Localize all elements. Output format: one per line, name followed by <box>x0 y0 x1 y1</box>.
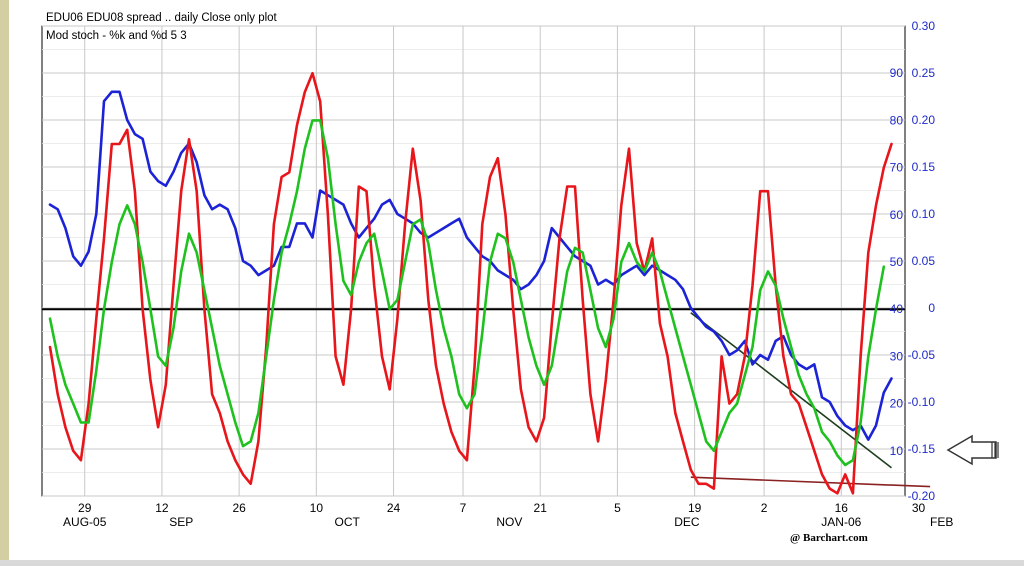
x-tick-label: 24 <box>387 501 401 515</box>
x-month-label: SEP <box>169 515 193 529</box>
x-tick-label: 5 <box>614 501 621 515</box>
x-month-label: AUG-05 <box>63 515 107 529</box>
x-tick-label: 16 <box>835 501 849 515</box>
x-tick-label: 26 <box>232 501 246 515</box>
y-tick-label: 20 <box>890 397 904 411</box>
stoch-axis: 90 80 70 60 50 40 30 20 10 <box>890 66 904 458</box>
y-tick-label: -0.20 <box>908 489 936 503</box>
series-line <box>48 71 893 495</box>
y-tick-label: 0 <box>928 301 935 315</box>
x-tick-label: 12 <box>155 501 169 515</box>
series-layer <box>48 71 893 495</box>
y-tick-label: 40 <box>890 302 904 316</box>
x-tick-label: 21 <box>534 501 548 515</box>
series-line <box>48 119 886 467</box>
x-tick-label: 19 <box>688 501 702 515</box>
y-tick-label: 0.20 <box>912 113 936 127</box>
x-month-label: FEB <box>930 515 953 529</box>
chart-subtitle: Mod stoch - %k and %d 5 3 <box>46 30 187 42</box>
y-tick-label: -0.05 <box>908 348 936 362</box>
y-tick-label: 0.15 <box>912 160 936 174</box>
x-month-label: NOV <box>496 515 522 529</box>
grid <box>42 25 905 497</box>
y-tick-label: 80 <box>890 113 904 127</box>
y-tick-label: 50 <box>890 255 904 269</box>
x-axis: 29 12 26 10 24 7 21 5 19 2 16 30 AUG-05 SEP OCT NOV DEC J… <box>63 501 953 529</box>
x-month-label: DEC <box>674 515 700 529</box>
y-tick-label: 0.25 <box>912 66 936 80</box>
y-tick-label: 0.10 <box>912 207 936 221</box>
y-tick-label: 30 <box>890 349 904 363</box>
y-tick-label: 0.30 <box>912 19 936 33</box>
x-month-label: JAN-06 <box>821 515 861 529</box>
x-tick-label: 10 <box>310 501 324 515</box>
x-tick-label: 29 <box>78 501 92 515</box>
arrow-outline <box>946 434 997 466</box>
trend-line <box>690 476 931 488</box>
y-tick-label: 10 <box>890 444 904 458</box>
x-tick-label: 2 <box>761 501 768 515</box>
left-arrow-icon <box>946 434 999 466</box>
y-tick-label: 0.05 <box>912 254 936 268</box>
bottom-frame-strip <box>0 560 1024 566</box>
y-tick-label: 70 <box>890 161 904 175</box>
x-month-label: OCT <box>335 515 361 529</box>
y-tick-label: -0.15 <box>908 442 936 456</box>
x-tick-label: 30 <box>912 501 926 515</box>
chart-title: EDU06 EDU08 spread .. daily Close only p… <box>46 12 278 24</box>
left-frame-strip <box>0 0 9 566</box>
spread-axis: 0.30 0.25 0.20 0.15 0.10 0.05 0 -0.05 -0.10 -0.15… <box>908 19 936 503</box>
y-tick-label: -0.10 <box>908 395 936 409</box>
y-tick-label: 60 <box>890 208 904 222</box>
x-tick-label: 7 <box>460 501 467 515</box>
source-credit: @ Barchart.com <box>790 532 868 544</box>
y-tick-label: 90 <box>890 66 904 80</box>
